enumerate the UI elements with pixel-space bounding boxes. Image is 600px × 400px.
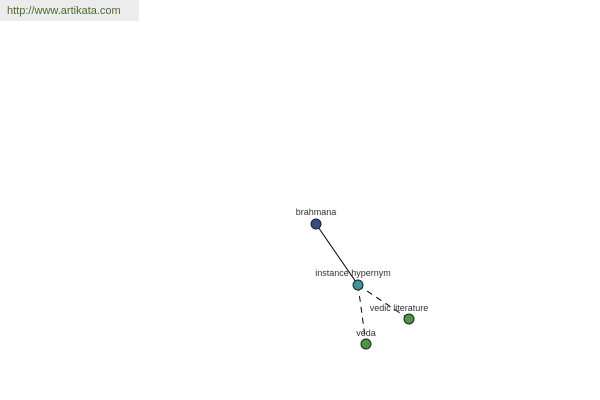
edge-instance-hypernym-veda — [357, 284, 367, 345]
edge-brahmana-instance-hypernym — [315, 223, 359, 286]
label-brahmana: brahmana — [296, 207, 337, 217]
node-vedic-literature[interactable] — [403, 313, 415, 325]
watermark-link[interactable]: http://www.artikata.com — [0, 0, 139, 21]
node-veda[interactable] — [360, 338, 372, 350]
label-instance-hypernym: instance hypernym — [315, 268, 391, 278]
label-vedic-literature: vedic literature — [370, 303, 429, 313]
edge-instance-hypernym-vedic-literature — [357, 284, 410, 320]
label-veda: veda — [356, 328, 376, 338]
node-brahmana[interactable] — [310, 218, 322, 230]
node-instance-hypernym[interactable] — [352, 279, 364, 291]
